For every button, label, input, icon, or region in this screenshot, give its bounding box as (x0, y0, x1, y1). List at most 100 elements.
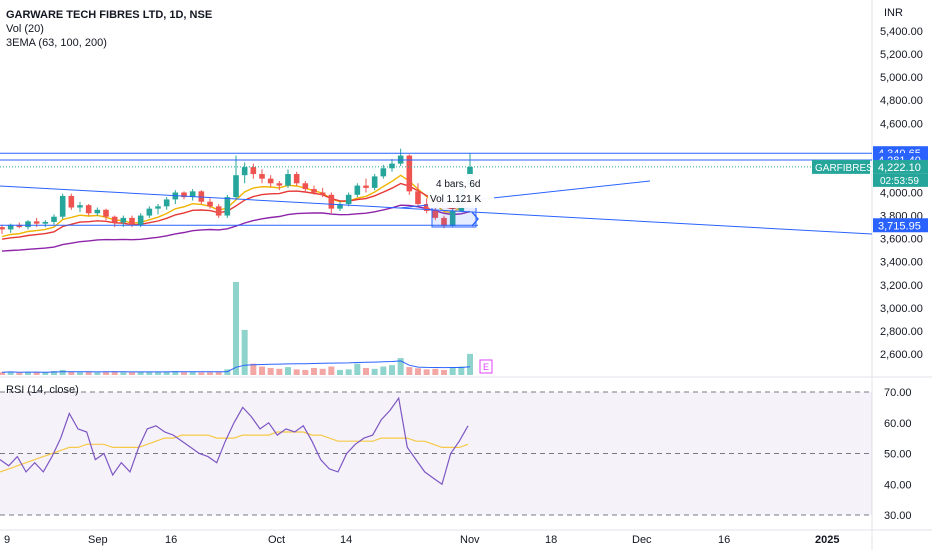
rsi-indicator-label[interactable]: RSI (14, close) (6, 384, 79, 396)
overlay: 4 bars, 6d Vol 1.121 K E (428, 174, 494, 374)
volume-bar (25, 371, 31, 375)
candle (276, 183, 283, 186)
price-tick-label: 5,000.00 (880, 72, 923, 84)
candle (449, 210, 456, 226)
last-price-marker-text: 4,222.10 (878, 162, 921, 174)
volume-bar (302, 369, 309, 375)
rsi-axis[interactable]: 70.00 60.00 50.00 40.00 30.00 (884, 387, 912, 522)
volume-bar (406, 367, 413, 375)
time-tick-label: 9 (4, 534, 10, 546)
earnings-badge (479, 359, 493, 374)
currency-label: INR (884, 7, 903, 19)
candle (319, 192, 326, 195)
rsi-ma-line (0, 431, 469, 473)
candle (198, 191, 205, 202)
volume-bar (467, 353, 473, 375)
candle (363, 185, 369, 188)
candle (389, 163, 395, 169)
candle (345, 194, 352, 205)
last-price-marker (873, 159, 928, 174)
price-tick-label: 5,200.00 (880, 49, 923, 61)
chart-legend: GARWARE TECH FIBRES LTD, 1D, NSE Vol (20… (6, 8, 212, 50)
volume-bar (311, 367, 317, 375)
volume-bar (397, 358, 404, 375)
volume-bar (94, 372, 101, 375)
candle (42, 221, 49, 224)
measure-tooltip (428, 174, 494, 208)
volume-bar (458, 366, 465, 375)
time-tick-label: 18 (545, 534, 557, 546)
rsi-pane[interactable] (0, 391, 872, 516)
price-tick-label: 5,400.00 (880, 26, 923, 38)
volume-bar (354, 363, 361, 375)
candle (0, 227, 5, 230)
candle (250, 167, 257, 175)
candle (94, 209, 101, 214)
ema-63-line (1, 174, 471, 238)
candle (233, 175, 239, 198)
volume-bar (380, 366, 387, 375)
volume-bar (423, 369, 430, 375)
volume-pane (0, 282, 473, 375)
volume-bar (371, 368, 378, 375)
candle (59, 195, 66, 217)
candle (441, 217, 447, 226)
candle (354, 185, 361, 195)
candle (415, 191, 421, 205)
volume-bar (172, 371, 179, 375)
rsi-line (0, 396, 469, 486)
price-axis[interactable]: 5,400.00 5,200.00 5,000.00 4,800.00 4,600.00… (812, 26, 928, 361)
time-axis[interactable]: 9 Sep 16 Oct 14 Nov 18 Dec 16 2025 (4, 534, 839, 546)
measure-box (431, 206, 477, 228)
time-tick-label: Dec (632, 534, 652, 546)
rsi-tick-label: 40.00 (884, 479, 912, 491)
candle (432, 210, 439, 218)
volume-bar (233, 282, 239, 375)
ema-100-line (1, 182, 471, 240)
measure-bars-text: 4 bars, 6d (436, 179, 480, 190)
candle (77, 205, 83, 208)
volume-bar (363, 367, 369, 375)
price-tick-label: 3,200.00 (880, 280, 923, 292)
candle (16, 224, 23, 228)
volume-bar (77, 372, 83, 375)
line-level-marker (873, 218, 928, 233)
candle (267, 178, 274, 184)
price-tick-label: 4,000.00 (880, 188, 923, 200)
volume-indicator-label[interactable]: Vol (20) (6, 23, 44, 35)
candle (224, 197, 231, 216)
volume-bar (319, 368, 326, 375)
volume-bar (432, 368, 439, 375)
time-tick-label: 14 (340, 534, 352, 546)
volume-bar (441, 369, 447, 375)
candle (163, 199, 170, 207)
volume-bar (415, 368, 421, 375)
ema-indicator-label[interactable]: 3EMA (63, 100, 200) (6, 37, 107, 49)
candle (103, 209, 109, 217)
time-tick-label: Nov (460, 534, 480, 546)
volume-bar (215, 371, 222, 375)
countdown-text: 02:53:59 (880, 176, 919, 187)
candle (111, 216, 118, 223)
volume-bar (198, 372, 205, 375)
time-tick-label: Sep (88, 534, 108, 546)
candle (33, 221, 40, 224)
volume-bar (111, 371, 118, 375)
candle (406, 155, 413, 192)
volume-bar (276, 368, 283, 375)
volume-bar (328, 366, 335, 375)
volume-bar (16, 372, 23, 375)
volume-bar (293, 369, 300, 375)
candle (311, 189, 317, 193)
chart-title[interactable]: GARWARE TECH FIBRES LTD, 1D, NSE (6, 9, 213, 21)
volume-bar (146, 371, 153, 375)
candle (337, 204, 343, 209)
candle (293, 174, 300, 184)
candle (85, 205, 92, 214)
volume-bar (241, 329, 248, 375)
volume-bar (189, 371, 196, 375)
time-tick-label: 16 (718, 534, 730, 546)
volume-bar (259, 366, 265, 375)
